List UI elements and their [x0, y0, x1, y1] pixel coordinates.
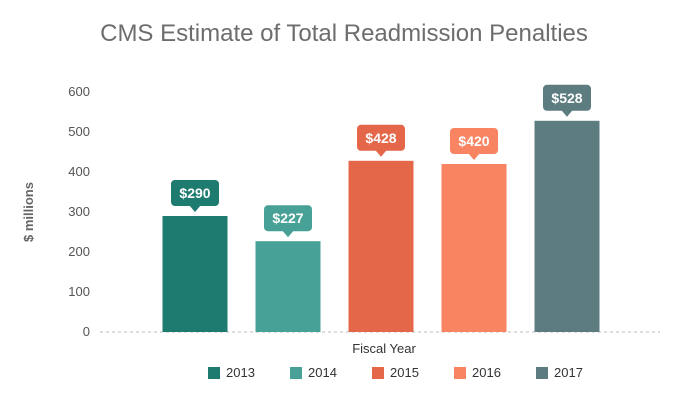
legend-label-2017[interactable]: 2017	[554, 365, 583, 380]
legend-swatch-2013	[208, 367, 220, 379]
data-label: $420	[458, 133, 489, 149]
data-label-bubble	[171, 180, 219, 206]
data-label-bubble	[264, 205, 312, 232]
legend-swatch-2016	[454, 367, 466, 379]
y-tick-label: 500	[68, 124, 90, 139]
legend-label-2016[interactable]: 2016	[472, 365, 501, 380]
legend-swatch-2014	[290, 367, 302, 379]
data-label-pointer	[189, 205, 201, 212]
bar-2017[interactable]	[534, 120, 600, 332]
chart-title: CMS Estimate of Total Readmission Penalt…	[100, 20, 588, 47]
bar-2016[interactable]	[441, 164, 507, 332]
data-label: $528	[551, 90, 582, 106]
data-label: $227	[272, 210, 303, 226]
y-tick-label: 300	[68, 204, 90, 219]
data-label-pointer	[375, 149, 387, 157]
y-tick-label: 400	[68, 164, 90, 179]
legend-swatch-2017	[536, 367, 548, 379]
x-axis-title: Fiscal Year	[352, 341, 416, 356]
legend-swatch-2015	[372, 367, 384, 379]
y-tick-label: 600	[68, 84, 90, 99]
bar-2013[interactable]	[162, 216, 228, 332]
data-label: $428	[365, 130, 396, 146]
data-label-bubble	[450, 128, 498, 154]
y-tick-label: 100	[68, 284, 90, 299]
data-label-bubble	[543, 84, 591, 111]
legend-label-2014[interactable]: 2014	[308, 365, 337, 380]
data-label-bubble	[357, 124, 405, 151]
legend-label-2013[interactable]: 2013	[226, 365, 255, 380]
y-tick-label: 0	[83, 324, 90, 339]
data-label-pointer	[561, 109, 573, 117]
data-label-pointer	[468, 153, 480, 160]
legend-label-2015[interactable]: 2015	[390, 365, 419, 380]
bar-2015[interactable]	[348, 160, 414, 332]
bar-2014[interactable]	[255, 241, 321, 332]
data-label-pointer	[282, 230, 294, 238]
data-label: $290	[179, 185, 210, 201]
y-tick-label: 200	[68, 244, 90, 259]
y-axis-title: $ millions	[21, 182, 36, 242]
